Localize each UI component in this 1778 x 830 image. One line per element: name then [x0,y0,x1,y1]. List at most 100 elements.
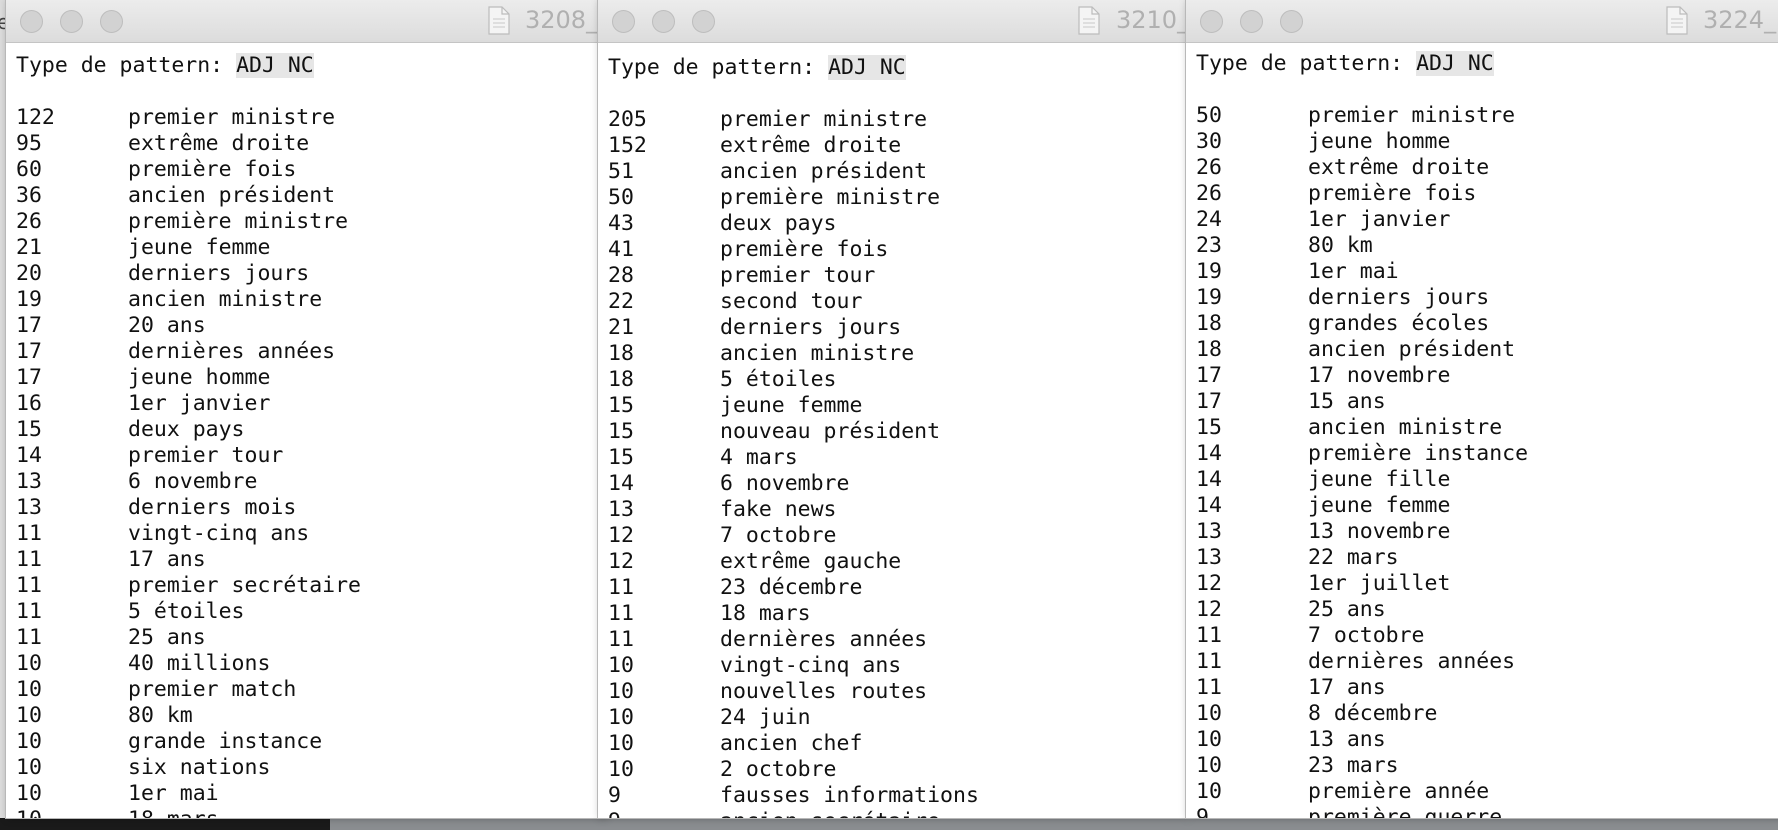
frequency-row: 10 8 décembre [1196,701,1778,727]
text-window-2[interactable]: 3210_ Type de pattern: ADJ NC 205 premier m… [598,0,1186,818]
ngram-term: 18 mars [128,807,219,818]
frequency-count: 11 [1196,649,1222,674]
zoom-button[interactable] [100,10,123,33]
ngram-term: 1er janvier [1308,207,1451,232]
frequency-count: 60 [16,157,42,182]
frequency-row: 19 1er mai [1196,259,1778,285]
frequency-row: 41 première fois [608,237,1186,263]
frequency-count: 22 [608,289,634,314]
ngram-term: première année [1308,779,1490,804]
window-titlebar[interactable]: 3210_ [598,0,1186,43]
minimize-button[interactable] [60,10,83,33]
close-button[interactable] [20,10,43,33]
frequency-row: 43 deux pays [608,211,1186,237]
ngram-term: premier ministre [128,105,336,130]
frequency-row: 14 jeune fille [1196,467,1778,493]
frequency-row: 14 première instance [1196,441,1778,467]
frequency-count: 19 [16,287,42,312]
frequency-count: 14 [1196,467,1222,492]
desktop-bottom-strip [0,818,1778,830]
frequency-count: 9 [608,809,720,818]
pattern-type-value: ADJ NC [1416,51,1494,76]
frequency-row: 10 13 ans [1196,727,1778,753]
text-window-1[interactable]: 3208_ Type de pattern: ADJ NC 122 premier m… [6,0,604,818]
ngram-term: extrême droite [720,133,902,158]
ngram-term: 6 novembre [720,471,850,496]
frequency-row: 15 nouveau président [608,419,1186,445]
frequency-count: 205 [608,107,647,132]
frequency-count: 10 [1196,779,1222,804]
window-title: 3208_ [525,6,599,34]
frequency-count: 50 [608,185,634,210]
frequency-row: 11 18 mars [608,601,1186,627]
pattern-type-label: Type de pattern: [608,55,829,80]
frequency-row: 17 20 ans [16,313,604,339]
ngram-term: 18 mars [720,601,811,626]
frequency-row: 1018 mars [16,807,604,818]
frequency-row: 28 premier tour [608,263,1186,289]
frequency-count: 15 [608,445,634,470]
ngram-term: jeune femme [720,393,863,418]
ngram-term: 22 mars [1308,545,1399,570]
ngram-term: ancien ministre [1308,415,1503,440]
ngram-term: premier tour [128,443,284,468]
frequency-row: 14 jeune femme [1196,493,1778,519]
frequency-count: 13 [1196,545,1222,570]
frequency-count: 10 [608,653,634,678]
frequency-row: 11 7 octobre [1196,623,1778,649]
frequency-row: 11 dernières années [608,627,1186,653]
pattern-type-value: ADJ NC [828,55,906,80]
background-window-glyph: e [0,10,6,34]
text-content[interactable]: Type de pattern: ADJ NC 50 premier ministr… [1186,43,1778,818]
frequency-count: 13 [1196,519,1222,544]
ngram-term: premier tour [720,263,876,288]
frequency-row: 10 première année [1196,779,1778,805]
minimize-button[interactable] [652,10,675,33]
frequency-count: 19 [1196,259,1222,284]
ngram-term: 25 ans [1308,597,1386,622]
window-titlebar[interactable]: 3208_ [6,0,604,43]
frequency-count: 50 [1196,103,1222,128]
frequency-row: 50 première ministre [608,185,1186,211]
frequency-count: 21 [16,235,42,260]
frequency-count: 11 [608,575,634,600]
frequency-count: 11 [16,547,42,572]
ngram-term: ancien chef [720,731,863,756]
frequency-row: 18 ancien président [1196,337,1778,363]
frequency-row: 10 ancien chef [608,731,1186,757]
ngram-term: 5 étoiles [720,367,837,392]
ngram-term: deux pays [720,211,837,236]
frequency-count: 15 [608,393,634,418]
ngram-term: première guerre [1308,805,1503,818]
ngram-term: vingt-cinq ans [128,521,310,546]
frequency-count: 11 [16,573,42,598]
frequency-row: 11 17 ans [1196,675,1778,701]
minimize-button[interactable] [1240,10,1263,33]
text-content[interactable]: Type de pattern: ADJ NC 122 premier minist… [6,43,604,818]
ngram-term: 4 mars [720,445,798,470]
ngram-term: 20 ans [128,313,206,338]
zoom-button[interactable] [1280,10,1303,33]
zoom-button[interactable] [692,10,715,33]
frequency-row: 9 première guerre [1196,805,1778,818]
frequency-count: 16 [16,391,42,416]
frequency-count: 12 [608,523,634,548]
ngram-term: première fois [1308,181,1477,206]
frequency-count: 10 [16,677,42,702]
ngram-term: première fois [720,237,889,262]
window-titlebar[interactable]: 3224_ [1186,0,1778,43]
ngram-term: 5 étoiles [128,599,245,624]
frequency-row: 12 1er juillet [1196,571,1778,597]
text-window-3[interactable]: 3224_ Type de pattern: ADJ NC 50 premier mi… [1186,0,1778,818]
pattern-type-header: Type de pattern: ADJ NC [16,53,604,79]
frequency-row: 26 première fois [1196,181,1778,207]
frequency-row: 12 extrême gauche [608,549,1186,575]
frequency-row: 11 25 ans [16,625,604,651]
ngram-term: 24 juin [720,705,811,730]
ngram-term: première ministre [128,209,349,234]
frequency-row: 51 ancien président [608,159,1186,185]
ngram-term: fake news [720,497,837,522]
close-button[interactable] [1200,10,1223,33]
text-content[interactable]: Type de pattern: ADJ NC 205 premier minist… [598,43,1186,818]
close-button[interactable] [612,10,635,33]
